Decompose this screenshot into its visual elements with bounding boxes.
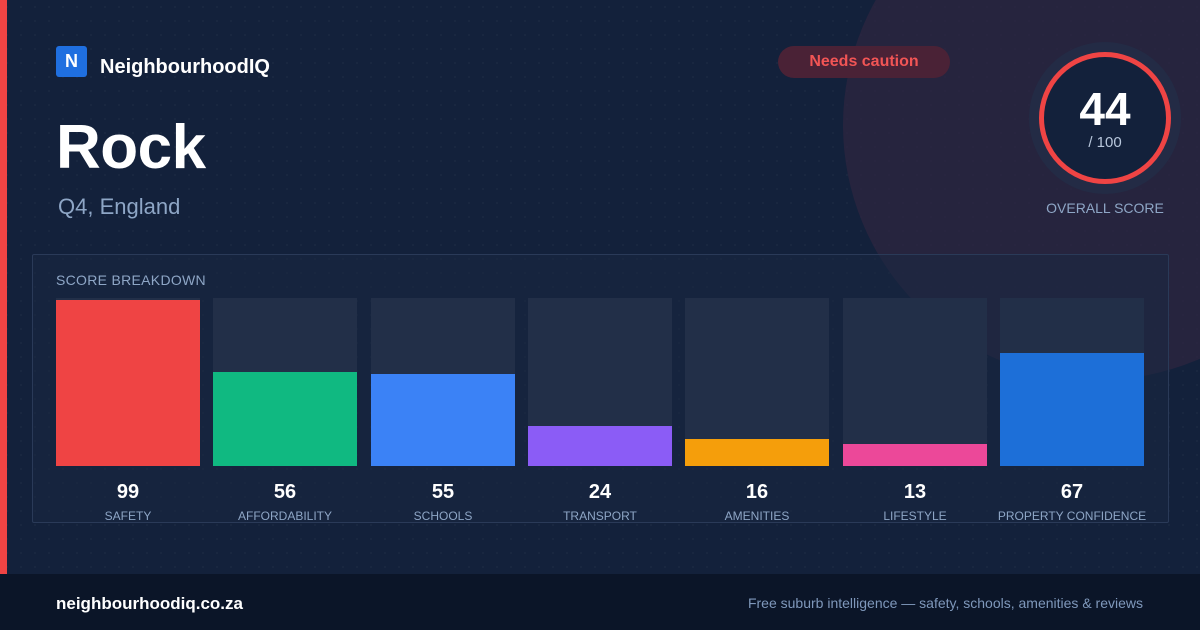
bar-value: 67 [1060, 481, 1084, 503]
bar-track [528, 298, 672, 466]
bar-fill [843, 444, 987, 466]
bar-label: AFFORDABILITY [237, 509, 332, 523]
location-region: Q4, England [58, 194, 181, 219]
score-breakdown-title: SCORE BREAKDOWN [56, 272, 206, 288]
status-badge: Needs caution [778, 46, 950, 78]
footer-url: neighbourhoodiq.co.za [56, 594, 243, 613]
score-bar-property-confidence: 67 PROPERTY CONFIDENCE [998, 298, 1146, 526]
bar-label: SCHOOLS [413, 509, 473, 523]
score-bar-transport: 24 TRANSPORT [528, 298, 672, 526]
footer-tagline: Free suburb intelligence — safety, schoo… [747, 595, 1143, 611]
overall-score-label: OVERALL SCORE [1046, 200, 1164, 216]
score-bar-amenities: 16 AMENITIES [685, 298, 829, 526]
bar-track [1000, 298, 1144, 466]
bar-track [56, 298, 200, 466]
bar-label: AMENITIES [724, 509, 790, 523]
bar-fill [685, 439, 829, 466]
bar-track [371, 298, 515, 466]
overall-score-max: / 100 [1088, 134, 1122, 151]
score-bar-safety: 99 SAFETY [56, 298, 200, 526]
bar-fill [56, 300, 200, 466]
brand-name: NeighbourhoodIQ [100, 56, 270, 78]
bar-fill [1000, 353, 1144, 466]
score-bar-affordability: 56 AFFORDABILITY [213, 298, 357, 526]
bar-track [843, 298, 987, 466]
bar-track [213, 298, 357, 466]
bar-value: 56 [273, 481, 297, 503]
overall-score-gauge: 44 / 100 [1029, 42, 1181, 194]
bar-fill [371, 374, 515, 466]
bar-fill [213, 372, 357, 466]
bar-fill [528, 426, 672, 466]
bar-track [685, 298, 829, 466]
location-title: Rock [56, 113, 206, 182]
bar-value: 16 [745, 481, 769, 503]
accent-strip [0, 0, 7, 574]
bar-value: 13 [903, 481, 927, 503]
bar-value: 24 [588, 481, 612, 503]
bar-value: 99 [116, 481, 140, 503]
bar-label: SAFETY [104, 509, 152, 523]
brand-logo-icon: N [56, 46, 87, 77]
score-bar-schools: 55 SCHOOLS [371, 298, 515, 526]
overall-score-value: 44 [1079, 83, 1131, 135]
score-bar-lifestyle: 13 LIFESTYLE [843, 298, 987, 526]
bar-value: 55 [431, 481, 455, 503]
footer: neighbourhoodiq.co.za Free suburb intell… [0, 574, 1200, 630]
bar-label: PROPERTY CONFIDENCE [997, 509, 1147, 523]
bar-label: LIFESTYLE [883, 509, 947, 523]
bar-label: TRANSPORT [563, 509, 637, 523]
gauge-ring [1039, 52, 1171, 184]
